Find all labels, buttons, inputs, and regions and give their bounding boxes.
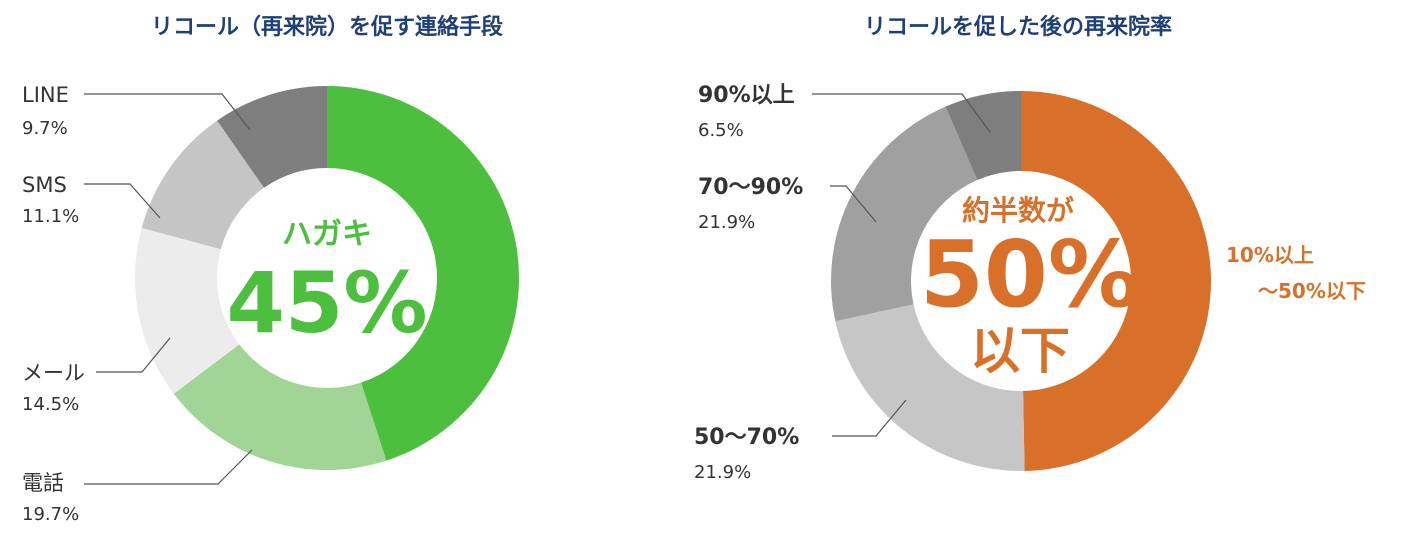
chart-1-leader-line: [84, 183, 161, 219]
donut-slice: [135, 227, 240, 394]
chart-1-title: リコール（再来院）を促す連絡手段: [151, 14, 503, 40]
chart-2: リコールを促した後の再来院率 90%以上 6.5% 70〜90% 21.9% 5…: [694, 14, 1366, 483]
donut-slice: [217, 86, 327, 188]
chart-1-center-label: ハガキ: [282, 217, 372, 252]
donut-slice: [831, 106, 978, 322]
slice-label-line2: 〜50%以下: [1258, 279, 1366, 303]
donut-slice: [1021, 91, 1212, 471]
chart-1-center-value: 45%: [226, 254, 427, 352]
chart-2-leader-line: [832, 399, 907, 437]
slice-value-label: 21.9%: [694, 462, 751, 483]
chart-2-leader-line: [812, 93, 991, 133]
slice-label: 電話: [22, 471, 64, 495]
chart-2-center-bottom: 以下: [970, 322, 1070, 380]
slice-label: SMS: [22, 173, 67, 197]
slice-label: 70〜90%: [698, 175, 803, 200]
chart-2-center-top: 約半数が: [962, 194, 1074, 227]
chart-2-title: リコールを促した後の再来院率: [864, 14, 1172, 40]
slice-label: 90%以上: [698, 83, 795, 108]
chart-2-center-value: 50%: [920, 221, 1140, 328]
donut-slice: [141, 120, 265, 250]
chart-1-leader-line: [84, 449, 253, 485]
chart-1: リコール（再来院）を促す連絡手段 LINE 9.7% SMS 11.1% メール…: [22, 14, 519, 525]
donut-slice: [173, 344, 387, 470]
slice-value-label: 6.5%: [698, 120, 744, 141]
slice-label: メール: [22, 361, 85, 385]
slice-value-label: 9.7%: [22, 118, 68, 139]
slice-value-label: 19.7%: [22, 504, 79, 525]
chart-2-leader-line: [830, 185, 877, 223]
chart-1-leader-line: [84, 93, 251, 131]
slice-label: 50〜70%: [694, 425, 799, 450]
slice-value-label: 11.1%: [22, 206, 79, 227]
slice-value-label: 21.9%: [698, 212, 755, 233]
slice-label: LINE: [22, 83, 69, 107]
slice-label: 10%以上: [1226, 243, 1314, 267]
chart-1-slices: [135, 86, 519, 470]
chart-2-slices: [831, 91, 1212, 471]
chart-1-leader-line: [96, 337, 171, 373]
donut-slice: [945, 91, 1021, 181]
donut-slice: [327, 86, 519, 461]
slice-value-label: 14.5%: [22, 394, 79, 415]
donut-slice: [835, 304, 1025, 471]
